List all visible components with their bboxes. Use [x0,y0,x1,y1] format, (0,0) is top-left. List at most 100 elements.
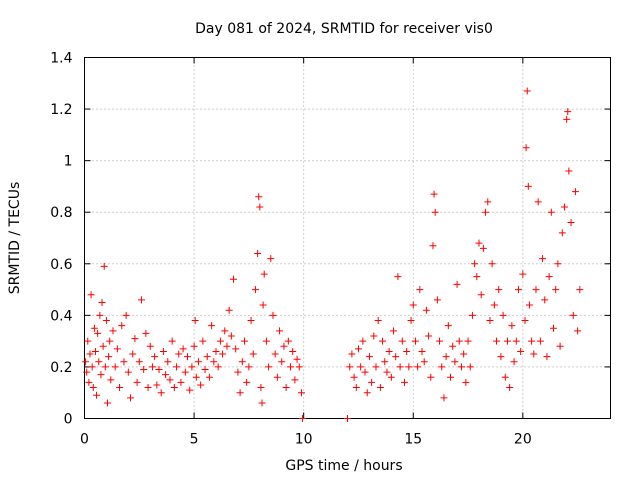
data-point [438,363,446,371]
data-point [173,363,181,371]
data-point [164,358,172,366]
data-point [567,219,575,227]
data-point [539,255,547,263]
data-point [523,87,531,95]
data-point [486,317,494,325]
data-point [370,332,378,340]
data-point [418,347,426,355]
data-point [497,353,505,361]
data-point [88,363,96,371]
data-point [144,384,152,392]
data-point [278,358,286,366]
data-point [477,291,485,299]
data-point [205,373,213,381]
data-point [96,311,104,319]
data-point [574,327,582,335]
data-point [490,301,498,309]
data-point [212,347,220,355]
data-point [571,188,579,196]
data-point [109,327,117,335]
data-point [534,198,542,206]
data-point [392,353,400,361]
data-point [131,335,139,343]
data-point [365,353,373,361]
data-point [236,389,244,397]
data-point [168,337,176,345]
data-point [409,301,417,309]
data-point [381,358,389,366]
data-point [83,368,91,376]
data-point [170,384,178,392]
data-point [352,384,360,392]
data-point [166,376,174,384]
data-point [354,345,362,353]
ticks [84,57,611,419]
data-point [140,366,148,374]
x-tick-label: 15 [404,432,422,448]
data-point [361,368,369,376]
data-point [348,350,356,358]
data-point [118,322,126,330]
data-point [400,378,408,386]
data-point [157,389,165,397]
data-point [105,353,113,361]
data-point [455,337,463,345]
data-point [464,337,472,345]
data-point [148,363,156,371]
data-point [260,270,268,278]
data-point [564,108,572,116]
data-point [113,345,121,353]
data-point [532,286,540,294]
data-point [405,363,413,371]
data-point [175,350,183,358]
data-point [550,324,558,332]
data-point [357,363,365,371]
data-point [177,378,185,386]
data-point [394,273,402,281]
data-point [247,317,255,325]
data-point [442,353,450,361]
data-point [508,322,516,330]
data-point [249,350,257,358]
data-point [530,350,538,358]
data-point [440,394,448,402]
data-point [556,342,564,350]
data-point [104,399,112,407]
data-point [191,317,199,325]
chart-title: Day 081 of 2024, SRMTID for receiver vis… [195,21,493,37]
data-point [91,347,99,355]
data-point [282,384,290,392]
data-point [230,275,238,283]
data-point [159,347,167,355]
data-point [372,363,380,371]
data-point [536,337,544,345]
data-point [94,329,102,337]
data-point [359,337,367,345]
data-point [390,327,398,335]
data-point [234,368,242,376]
data-point [87,291,95,299]
data-point [396,363,404,371]
data-point [429,242,437,250]
data-point [379,337,387,345]
data-point [284,337,292,345]
data-point [111,363,119,371]
data-point [151,353,159,361]
y-tick-label: 1 [64,154,73,170]
data-point [430,190,438,198]
data-point [503,337,511,345]
data-point [545,273,553,281]
y-tick-label: 0.6 [50,257,72,273]
data-point [488,260,496,268]
data-point [90,324,98,332]
data-point [245,363,253,371]
data-point [517,347,525,355]
data-point [385,347,393,355]
data-point [201,366,209,374]
data-point [214,363,222,371]
data-point [127,394,135,402]
data-point [560,203,568,211]
data-point [376,384,384,392]
x-tick-label: 10 [295,432,313,448]
data-point [107,376,115,384]
